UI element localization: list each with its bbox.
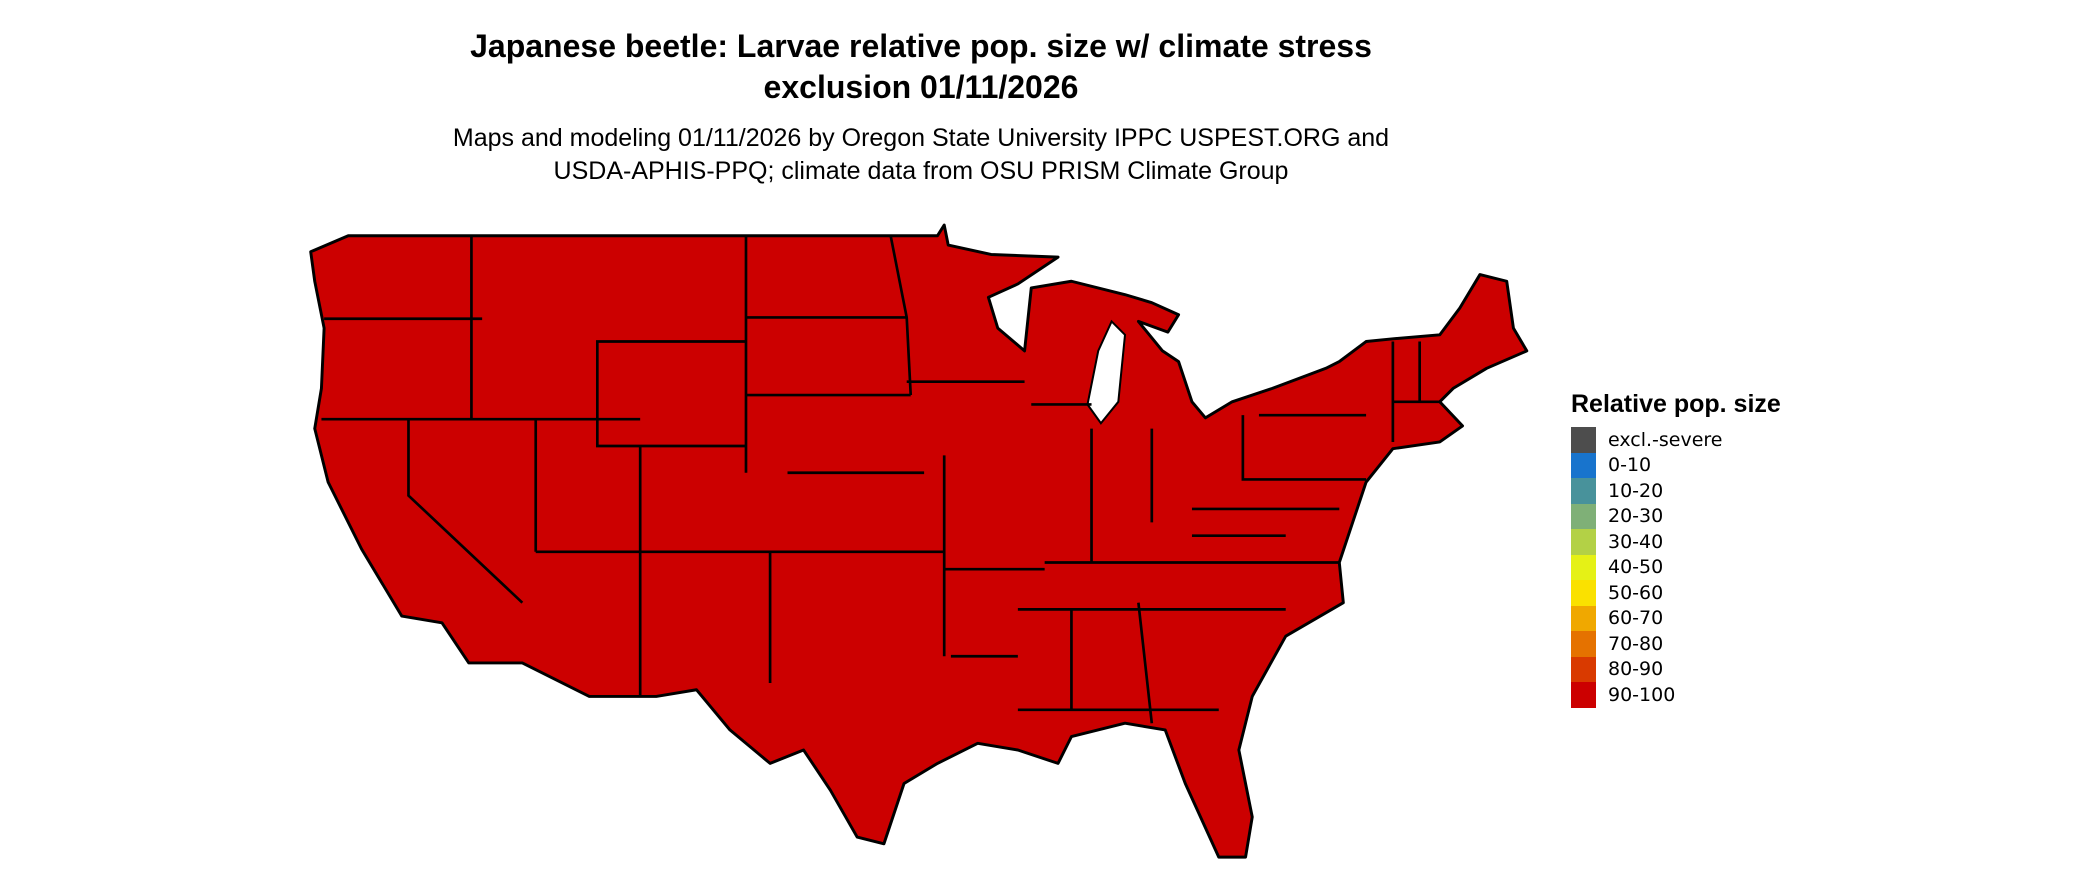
- legend-item: 70-80: [1571, 631, 1781, 657]
- legend-label: 80-90: [1608, 658, 1664, 681]
- legend-label: 30-40: [1608, 530, 1664, 553]
- legend-item: 90-100: [1571, 682, 1781, 708]
- legend-swatch: [1571, 478, 1596, 504]
- legend-item: 10-20: [1571, 478, 1781, 504]
- legend-item: excl.-severe: [1571, 427, 1781, 453]
- us-outline: [309, 223, 1529, 859]
- legend-item: 60-70: [1571, 605, 1781, 631]
- title-line-1: Japanese beetle: Larvae relative pop. si…: [470, 28, 1372, 64]
- title-line-2: exclusion 01/11/2026: [763, 69, 1079, 105]
- legend-item: 80-90: [1571, 656, 1781, 682]
- legend-swatch: [1571, 580, 1596, 606]
- legend-label: 70-80: [1608, 632, 1664, 655]
- map-subtitle: Maps and modeling 01/11/2026 by Oregon S…: [0, 122, 1842, 188]
- legend-swatch: [1571, 656, 1596, 682]
- legend-swatch: [1571, 529, 1596, 555]
- lake-michigan: [1086, 319, 1127, 425]
- map-title: Japanese beetle: Larvae relative pop. si…: [0, 26, 1842, 108]
- state-borders: [321, 235, 1447, 724]
- subtitle-line-2: USDA-APHIS-PPQ; climate data from OSU PR…: [553, 157, 1289, 185]
- legend-item: 0-10: [1571, 452, 1781, 478]
- legend-item: 30-40: [1571, 529, 1781, 555]
- legend-item: 50-60: [1571, 580, 1781, 606]
- legend-swatch: [1571, 427, 1596, 453]
- legend-label: 50-60: [1608, 581, 1664, 604]
- legend-item: 40-50: [1571, 554, 1781, 580]
- legend-label: 0-10: [1608, 454, 1652, 477]
- legend-label: 20-30: [1608, 505, 1664, 528]
- legend-swatch: [1571, 631, 1596, 657]
- legend-swatch: [1571, 503, 1596, 529]
- legend-label: 90-100: [1608, 683, 1676, 706]
- legend-label: 10-20: [1608, 479, 1664, 502]
- legend-swatch: [1571, 682, 1596, 708]
- legend-item: 20-30: [1571, 503, 1781, 529]
- legend-swatch: [1571, 554, 1596, 580]
- legend-title: Relative pop. size: [1571, 390, 1781, 418]
- legend-label: 60-70: [1608, 607, 1664, 630]
- legend-swatch: [1571, 452, 1596, 478]
- legend-label: 40-50: [1608, 556, 1664, 579]
- legend-swatch: [1571, 605, 1596, 631]
- legend-items: excl.-severe 0-10 10-20 20-30 30-40 40-50 50-6…: [1571, 427, 1781, 708]
- legend: Relative pop. size excl.-severe 0-10 10-20…: [1571, 390, 1781, 708]
- legend-label: excl.-severe: [1608, 428, 1723, 451]
- subtitle-line-1: Maps and modeling 01/11/2026 by Oregon S…: [452, 124, 1390, 152]
